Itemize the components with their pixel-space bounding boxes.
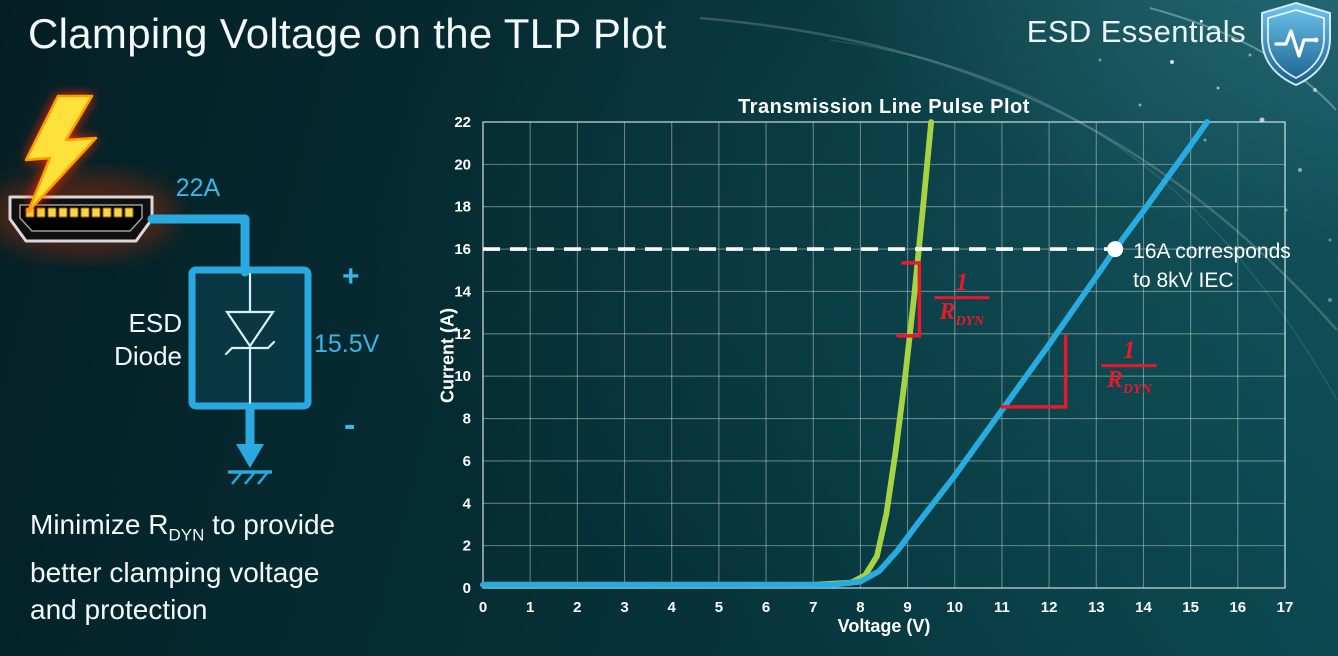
plot-border bbox=[482, 121, 1286, 589]
marker-label: 16A corresponds to 8kV IEC bbox=[1133, 240, 1291, 293]
svg-text:14: 14 bbox=[1135, 599, 1152, 616]
hdmi-connector-icon bbox=[8, 195, 154, 243]
svg-text:2: 2 bbox=[463, 538, 471, 555]
pulse-dot bbox=[1313, 37, 1319, 43]
clamp-voltage-label: 15.5V bbox=[314, 330, 380, 358]
esd-circuit-diagram: 22A ESD Diode + 15.5V - bbox=[0, 94, 380, 485]
tlp-curve-green bbox=[480, 119, 935, 588]
connector-pins bbox=[25, 207, 134, 218]
fraction-rdyn-blue: 1 RDYN bbox=[1101, 337, 1157, 398]
svg-text:5: 5 bbox=[715, 599, 723, 616]
zener-diode-symbol bbox=[224, 272, 276, 406]
note-line-2: better clamping voltage bbox=[30, 556, 320, 588]
device-label-line1: ESD bbox=[129, 308, 182, 338]
svg-text:8: 8 bbox=[856, 599, 864, 616]
page-title: Clamping Voltage on the TLP Plot bbox=[28, 10, 667, 57]
svg-text:4: 4 bbox=[668, 599, 677, 616]
svg-text:10: 10 bbox=[946, 599, 963, 616]
surge-current-label: 22A bbox=[176, 174, 221, 202]
svg-text:9: 9 bbox=[903, 599, 911, 616]
tlp-chart-svg: 0 1 2 3 4 5 6 7 8 9 10 11 12 13 14 15 16 1702468101214161… bbox=[454, 114, 1293, 616]
svg-text:18: 18 bbox=[454, 199, 471, 216]
ground-symbol bbox=[228, 403, 272, 485]
takeaway-note: Minimize RDYN to provide better clamping… bbox=[30, 506, 335, 628]
svg-text:20: 20 bbox=[454, 156, 471, 173]
note-line-1: Minimize RDYN to provide bbox=[30, 509, 336, 545]
svg-text:0: 0 bbox=[479, 599, 487, 616]
svg-text:2: 2 bbox=[573, 599, 581, 616]
svg-text:3: 3 bbox=[620, 599, 628, 616]
esd-shield-logo bbox=[1261, 1, 1331, 87]
tick-labels: 0 1 2 3 4 5 6 7 8 9 10 11 12 13 14 15 16 1702468101214161… bbox=[454, 114, 1293, 616]
slope-bracket-rdyn-green bbox=[896, 261, 922, 338]
svg-text:6: 6 bbox=[463, 453, 471, 470]
svg-text:11: 11 bbox=[994, 599, 1010, 616]
slope-bracket-rdyn-blue bbox=[1000, 334, 1068, 409]
marker-dot bbox=[1107, 241, 1124, 258]
svg-text:13: 13 bbox=[1088, 599, 1105, 616]
svg-text:4: 4 bbox=[463, 495, 472, 512]
brand-area: ESD Essentials bbox=[1027, 0, 1336, 88]
svg-text:12: 12 bbox=[454, 326, 471, 343]
svg-text:7: 7 bbox=[809, 599, 817, 616]
svg-text:14: 14 bbox=[454, 283, 471, 300]
svg-text:16: 16 bbox=[1229, 599, 1246, 616]
device-label-line2: Diode bbox=[114, 341, 182, 371]
minus-label: - bbox=[344, 406, 355, 444]
svg-text:6: 6 bbox=[762, 599, 770, 616]
svg-text:22: 22 bbox=[454, 114, 471, 131]
plus-label: + bbox=[342, 260, 360, 293]
lightning-bolt-icon bbox=[24, 94, 98, 214]
tlp-curve-blue bbox=[480, 119, 1211, 588]
svg-text:12: 12 bbox=[1041, 599, 1058, 616]
svg-text:10: 10 bbox=[454, 368, 471, 385]
brand-title: ESD Essentials bbox=[1026, 14, 1246, 49]
svg-text:15: 15 bbox=[1182, 599, 1199, 616]
heartbeat-pulse-icon bbox=[1274, 29, 1318, 58]
svg-text:1: 1 bbox=[526, 599, 534, 616]
surge-wire bbox=[147, 214, 250, 277]
svg-text:0: 0 bbox=[463, 580, 471, 597]
fraction-rdyn-green: 1 RDYN bbox=[934, 269, 990, 330]
svg-text:8: 8 bbox=[463, 411, 471, 428]
x-axis-label: Voltage (V) bbox=[837, 616, 931, 636]
chart-title: Transmission Line Pulse Plot bbox=[738, 96, 1030, 118]
svg-text:16: 16 bbox=[454, 241, 471, 258]
tlp-chart: Transmission Line Pulse Plot Current (A)… bbox=[420, 92, 1338, 656]
note-line-3: and protection bbox=[30, 593, 208, 625]
svg-text:17: 17 bbox=[1277, 599, 1294, 616]
shield-inner-border bbox=[1267, 9, 1325, 80]
